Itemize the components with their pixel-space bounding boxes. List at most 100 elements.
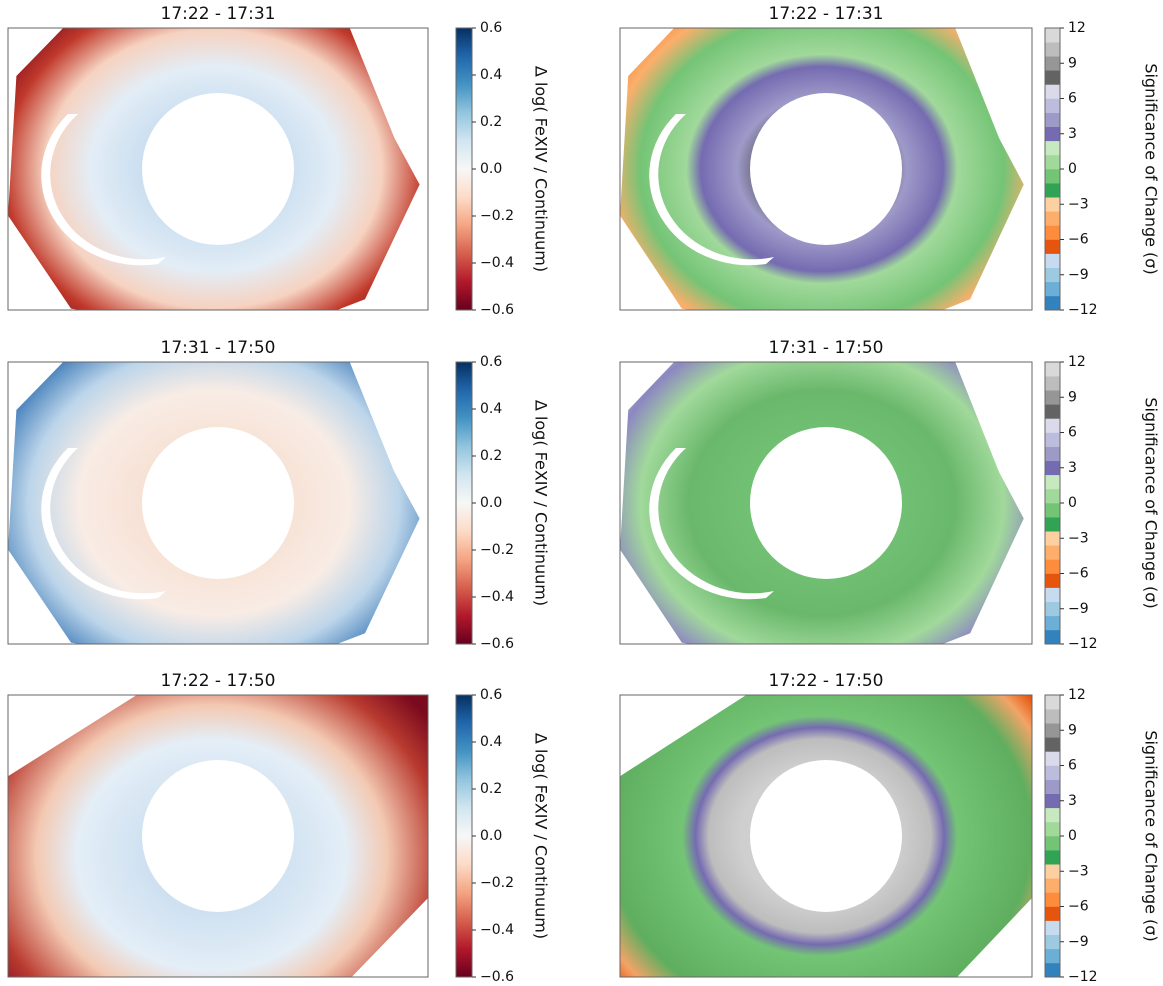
colorbar-tick-label: −6 — [1068, 899, 1089, 915]
colorbar-band — [1045, 573, 1060, 588]
panel-frame — [619, 361, 1033, 645]
colorbar-tick-label: 6 — [1068, 758, 1077, 774]
colorbar-band — [1045, 545, 1060, 560]
panel: 17:22 - 17:31 −0.6 −0.4 −0.2 0.0 0.2 0.4 0.6 Δ l… — [7, 4, 551, 318]
colorbar-band — [1045, 531, 1060, 546]
solar-disk — [750, 427, 902, 579]
colorbar-band — [1045, 807, 1060, 823]
colorbar-band — [1045, 112, 1060, 127]
image — [620, 695, 1032, 977]
colorbar-band — [1045, 98, 1060, 113]
colorbar-tick-label: −3 — [1068, 863, 1089, 879]
colorbar-tick-label: −12 — [1068, 969, 1098, 985]
colorbar-band — [1045, 695, 1060, 710]
colorbar-band — [1045, 765, 1060, 780]
colorbar-band — [1045, 140, 1060, 156]
colorbar-tick-label: 9 — [1068, 722, 1077, 738]
colorbar-band — [1045, 751, 1060, 766]
colorbar-tick-label: −0.6 — [480, 969, 514, 985]
colorbar-tick-label: −3 — [1068, 530, 1089, 546]
colorbar-band — [1045, 723, 1060, 738]
panel: 17:22 - 17:31 −12 −9 −6 −3 0 3 6 9 12 Significance… — [619, 4, 1161, 318]
colorbar-tick-label: −6 — [1068, 232, 1089, 248]
colorbar-tick-label: 0.4 — [480, 734, 502, 750]
solar-disk — [142, 93, 294, 245]
colorbar-label: Significance of Change (σ) — [1142, 397, 1161, 608]
solar-disk — [750, 760, 902, 912]
panel: 17:22 - 17:50 −12 −9 −6 −3 0 3 6 9 12 Significance… — [619, 671, 1161, 985]
panel-title: 17:22 - 17:50 — [769, 671, 884, 691]
colorbar-band — [1045, 488, 1060, 504]
colorbar-band — [1045, 934, 1060, 950]
panel-title: 17:31 - 17:50 — [769, 338, 884, 358]
colorbar-tick-label: 0 — [1068, 495, 1077, 511]
colorbar-band — [1045, 404, 1060, 419]
panel: 17:31 - 17:50 −12 −9 −6 −3 0 3 6 9 12 Significance… — [619, 338, 1161, 652]
colorbar-label: Significance of Change (σ) — [1142, 63, 1161, 274]
colorbar-tick-label: −6 — [1068, 566, 1089, 582]
solar-disk — [142, 427, 294, 579]
colorbar-band — [1045, 474, 1060, 490]
colorbar-tick-label: 0 — [1068, 828, 1077, 844]
colorbar-band — [1045, 239, 1060, 254]
colorbar-tick-label: 3 — [1068, 126, 1077, 142]
image — [8, 695, 428, 977]
colorbar-tick-label: −0.4 — [480, 589, 514, 605]
colorbar-tick-label: −9 — [1068, 601, 1089, 617]
colorbar-tick-label: 12 — [1068, 687, 1086, 703]
colorbar-band — [1045, 948, 1060, 964]
colorbar-label: Δ log( FeXIV / Continuum) — [532, 400, 551, 606]
image — [8, 28, 420, 310]
colorbar-label: Δ log( FeXIV / Continuum) — [532, 733, 551, 939]
colorbar-band — [1045, 892, 1060, 907]
panel: 17:31 - 17:50 −0.6 −0.4 −0.2 0.0 0.2 0.4 0.6 Δ l… — [7, 338, 551, 652]
colorbar-band — [1045, 821, 1060, 837]
colorbar-band — [1045, 864, 1060, 879]
solar-disk — [142, 760, 294, 912]
colorbar-band — [1045, 517, 1060, 532]
colorbar-tick-label: 0.4 — [480, 67, 502, 83]
colorbar-band — [1045, 446, 1060, 461]
panel-frame — [619, 694, 1033, 978]
colorbar-band — [1045, 84, 1060, 99]
colorbar-band — [1045, 267, 1060, 283]
colorbar-band — [1045, 225, 1060, 240]
colorbar-tick-label: 3 — [1068, 460, 1077, 476]
colorbar-band — [1045, 559, 1060, 574]
colorbar-tick-label: 6 — [1068, 425, 1077, 441]
colorbar-band — [1045, 70, 1060, 85]
colorbar-tick-label: −0.4 — [480, 255, 514, 271]
colorbar-band — [1045, 197, 1060, 212]
panel: 17:22 - 17:50 −0.6 −0.4 −0.2 0.0 0.2 0.4 0.6 Δ l… — [7, 671, 551, 985]
colorbar-tick-label: 0.6 — [480, 20, 502, 36]
colorbar-tick-label: 12 — [1068, 20, 1086, 36]
colorbar-tick-label: 0.6 — [480, 687, 502, 703]
colorbar-band — [1045, 920, 1060, 935]
colorbar-band — [1045, 601, 1060, 617]
colorbar-band — [1045, 56, 1060, 71]
colorbar-tick-label: −9 — [1068, 267, 1089, 283]
solar-disk — [750, 93, 902, 245]
colorbar-tick-label: 0.6 — [480, 354, 502, 370]
colorbar-tick-label: 0.4 — [480, 401, 502, 417]
colorbar-tick-label: −9 — [1068, 934, 1089, 950]
panel-title: 17:22 - 17:31 — [161, 4, 276, 24]
colorbar-fill — [456, 362, 472, 644]
colorbar-band — [1045, 962, 1060, 978]
panel-title: 17:22 - 17:50 — [161, 671, 276, 691]
panel-frame — [7, 361, 429, 645]
colorbar-band — [1045, 906, 1060, 921]
colorbar-band — [1045, 503, 1060, 518]
colorbar-tick-label: 0.0 — [480, 828, 502, 844]
colorbar-band — [1045, 709, 1060, 724]
colorbar-band — [1045, 390, 1060, 405]
colorbar-tick-label: −3 — [1068, 196, 1089, 212]
colorbar-tick-label: 0.0 — [480, 161, 502, 177]
colorbar-tick-label: 0 — [1068, 161, 1077, 177]
colorbar-band — [1045, 253, 1060, 268]
colorbar-band — [1045, 836, 1060, 851]
colorbar-tick-label: −0.6 — [480, 302, 514, 318]
colorbar-band — [1045, 126, 1060, 142]
panel-frame — [619, 27, 1033, 311]
